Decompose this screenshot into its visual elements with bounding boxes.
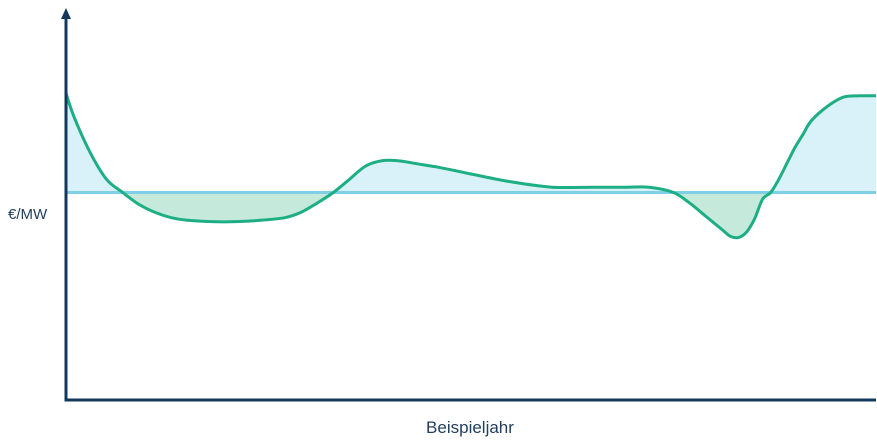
- area-fills: [66, 93, 876, 238]
- y-axis-label: €/MW: [8, 206, 48, 223]
- y-axis-arrow-icon: [61, 8, 71, 19]
- area-below-reference: [66, 192, 876, 238]
- area-above-reference: [66, 93, 876, 193]
- x-axis-label: Beispieljahr: [426, 418, 514, 437]
- series-curve: [64, 92, 877, 240]
